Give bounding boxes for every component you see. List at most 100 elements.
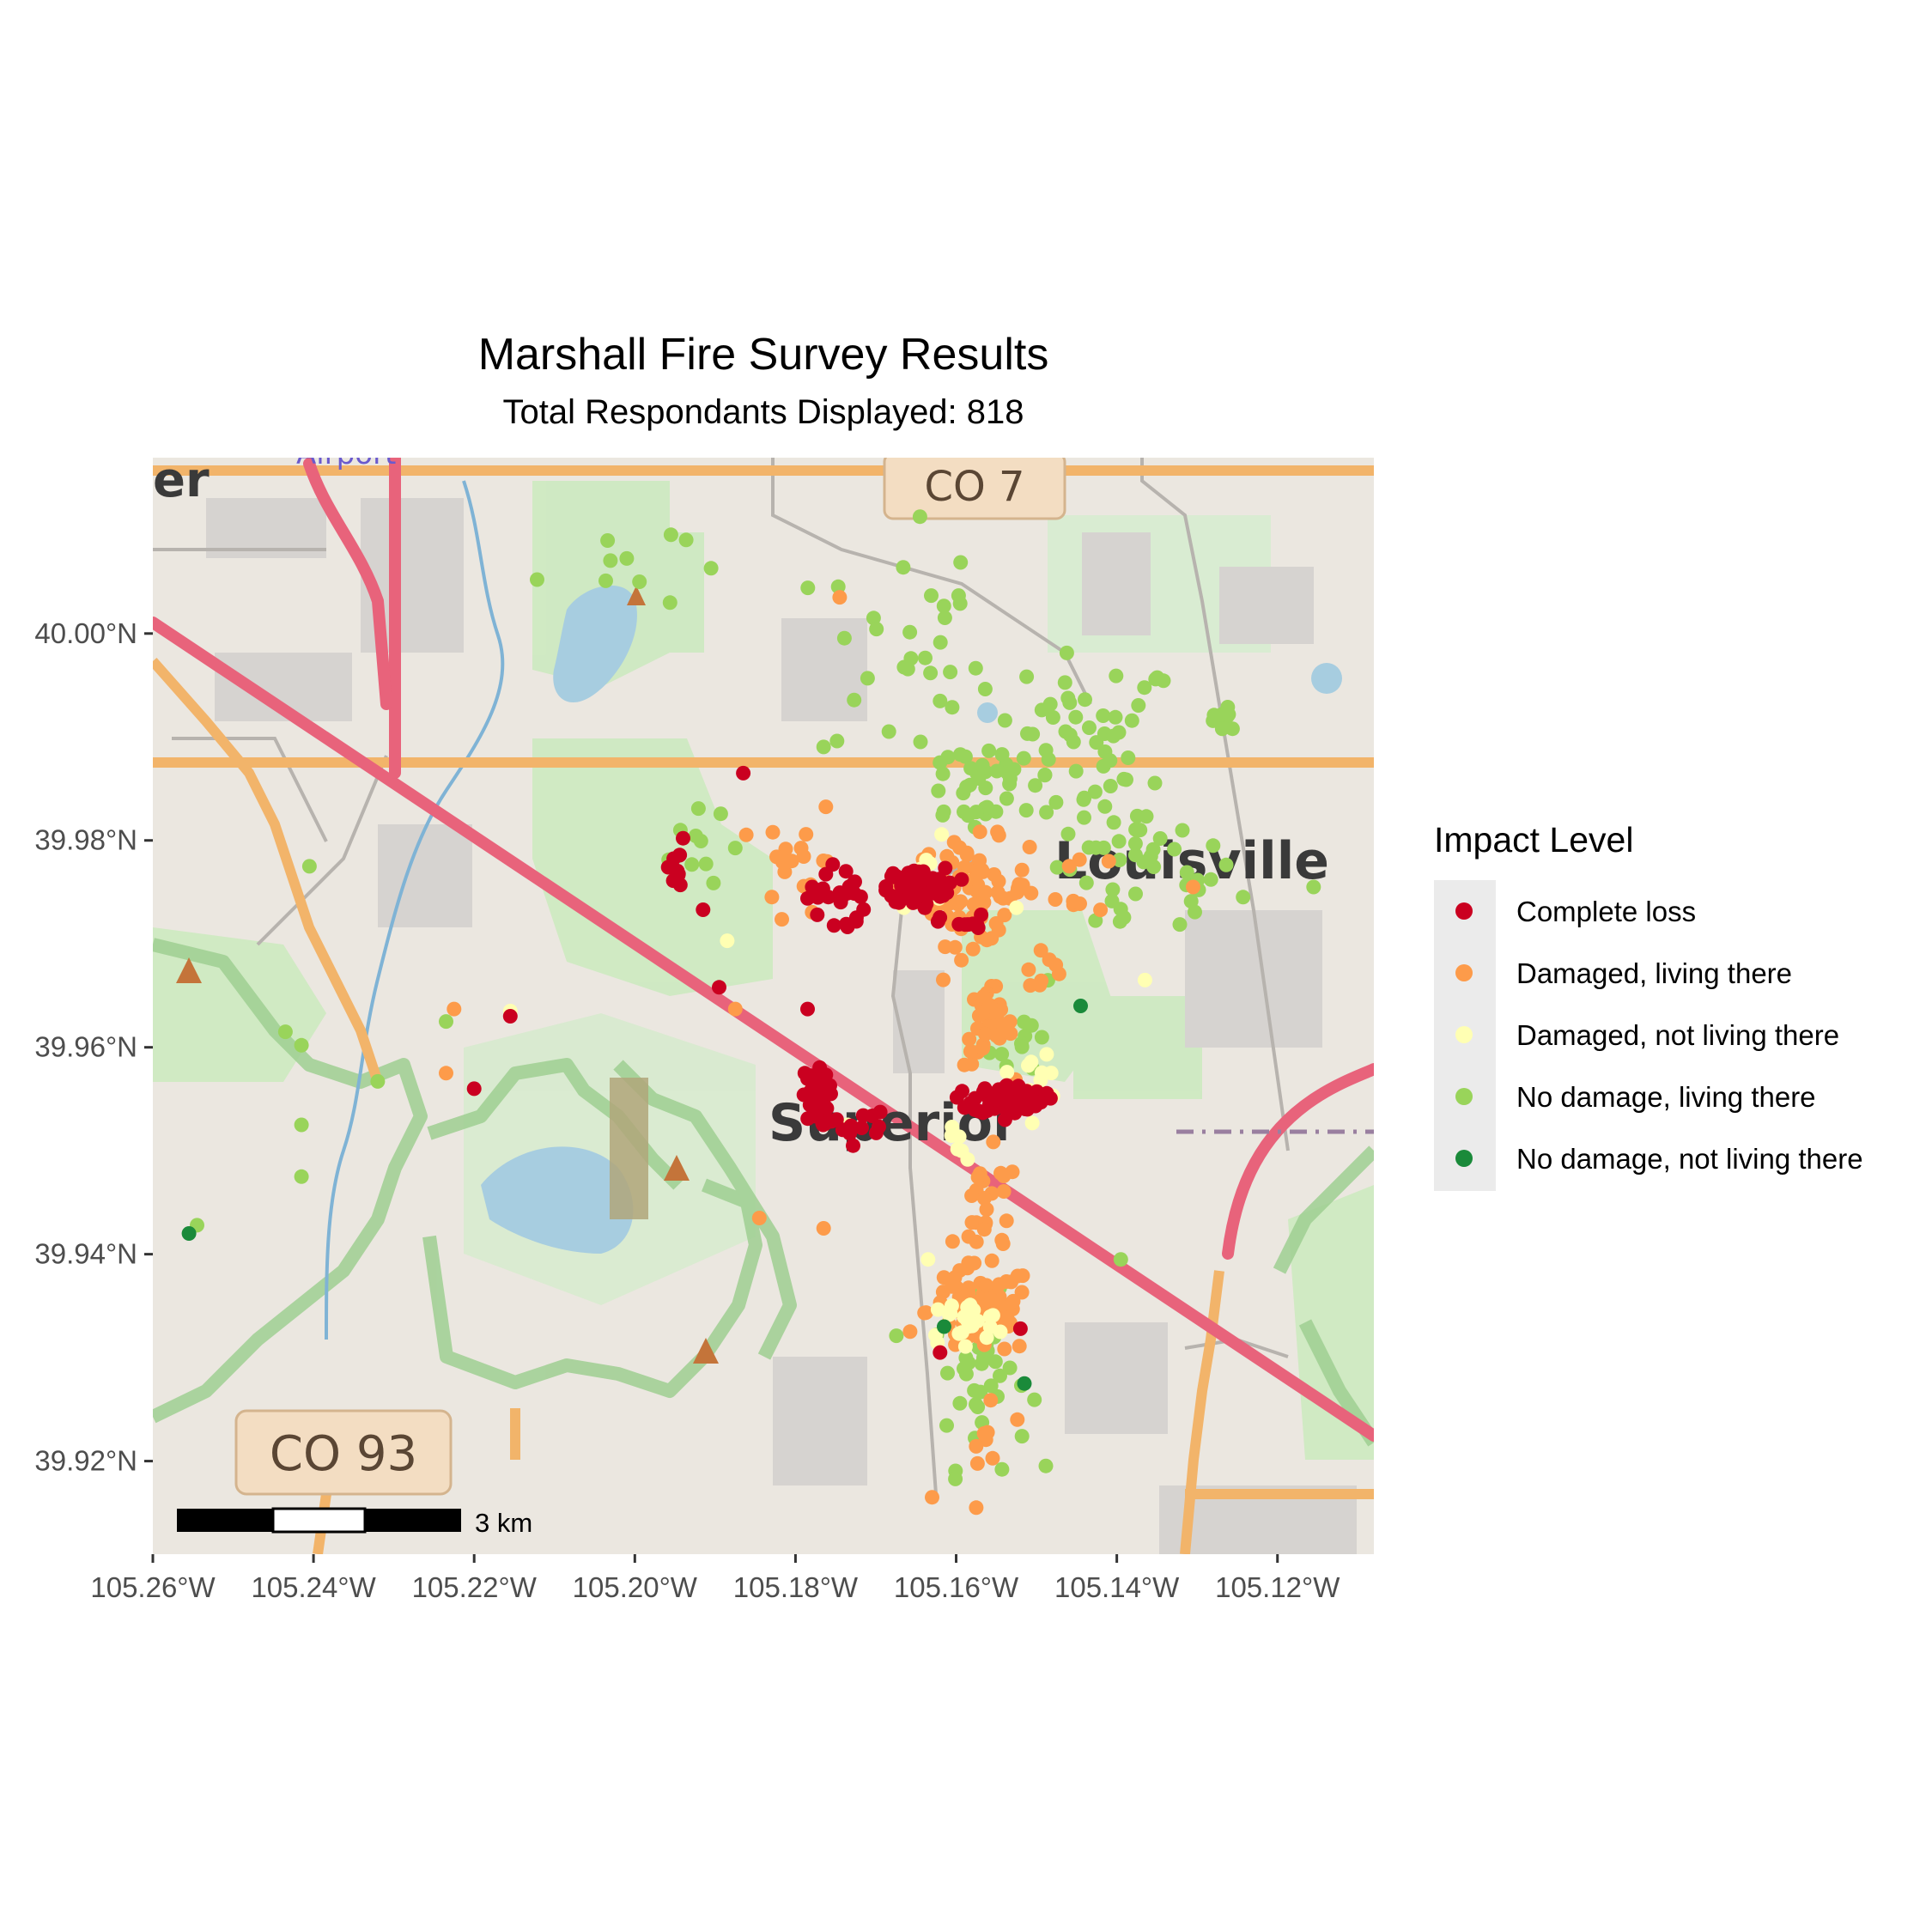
- survey-point-no-damage-not-living-there: [1017, 1376, 1032, 1391]
- peak-markers: [176, 586, 719, 1364]
- survey-point-damaged-living-there: [765, 824, 781, 840]
- legend-dot: [1455, 902, 1473, 920]
- survey-point-complete-loss: [671, 866, 686, 882]
- survey-point-no-damage-living-there: [1108, 709, 1123, 725]
- survey-point-complete-loss: [912, 887, 927, 902]
- survey-point-damaged-living-there: [983, 1393, 999, 1408]
- survey-point-damaged-living-there: [1186, 879, 1200, 895]
- survey-point-damaged-not-living-there: [985, 1308, 1000, 1323]
- survey-point-damaged-living-there: [976, 1191, 992, 1206]
- survey-point-no-damage-living-there: [896, 560, 911, 575]
- survey-point-no-damage-living-there: [1103, 779, 1118, 793]
- survey-point-damaged-living-there: [1033, 943, 1048, 958]
- survey-point-no-damage-living-there: [836, 630, 852, 646]
- survey-point-damaged-living-there: [986, 1134, 1001, 1150]
- survey-point-no-damage-living-there: [1306, 879, 1321, 895]
- survey-point-damaged-living-there: [966, 896, 981, 912]
- survey-point-damaged-living-there: [969, 1455, 985, 1471]
- survey-point-no-damage-living-there: [1087, 784, 1103, 799]
- survey-point-no-damage-living-there: [918, 650, 933, 665]
- legend-label: Complete loss: [1516, 896, 1697, 927]
- co7-label: CO 7: [924, 463, 1024, 511]
- survey-point-damaged-living-there: [969, 1234, 984, 1249]
- chart-subtitle: Total Respondants Displayed: 818: [502, 393, 1024, 431]
- open-space-outlines: [153, 938, 1374, 1447]
- survey-point-no-damage-living-there: [706, 875, 721, 890]
- survey-point-no-damage-living-there: [1045, 710, 1060, 725]
- survey-point-no-damage-living-there: [1082, 720, 1097, 735]
- survey-point-complete-loss: [840, 885, 855, 901]
- co93-label: CO 93: [270, 1426, 417, 1482]
- survey-point-no-damage-living-there: [1116, 910, 1132, 925]
- survey-point-no-damage-living-there: [963, 761, 979, 776]
- survey-point-no-damage-living-there: [943, 665, 958, 680]
- survey-point-damaged-living-there: [963, 1043, 978, 1059]
- survey-point-damaged-living-there: [969, 1438, 984, 1454]
- survey-point-damaged-living-there: [991, 922, 1006, 938]
- legend-label: Damaged, not living there: [1516, 1019, 1840, 1051]
- survey-point-damaged-living-there: [832, 590, 848, 605]
- survey-point-no-damage-living-there: [860, 671, 875, 686]
- survey-point-complete-loss: [989, 1092, 1005, 1108]
- survey-point-no-damage-living-there: [713, 806, 728, 822]
- survey-point-no-damage-living-there: [1167, 841, 1182, 857]
- legend-keys: Complete loss Damaged, living there Dama…: [1434, 880, 1863, 1191]
- survey-point-no-damage-living-there: [953, 555, 969, 570]
- survey-point-no-damage-living-there: [294, 1169, 309, 1184]
- survey-point-damaged-living-there: [1021, 962, 1036, 977]
- survey-point-no-damage-living-there: [1042, 696, 1058, 712]
- survey-point-damaged-living-there: [1034, 973, 1049, 988]
- survey-point-damaged-living-there: [984, 1253, 999, 1268]
- survey-point-no-damage-living-there: [816, 739, 831, 755]
- highway-shield-co7: CO 7: [883, 458, 1066, 520]
- survey-point-damaged-living-there: [925, 1490, 939, 1505]
- survey-point-no-damage-living-there: [1077, 790, 1092, 805]
- survey-point-no-damage-living-there: [1111, 725, 1127, 740]
- legend-label: No damage, not living there: [1516, 1143, 1863, 1175]
- survey-point-damaged-not-living-there: [1137, 972, 1152, 987]
- survey-point-damaged-not-living-there: [979, 1330, 994, 1346]
- survey-point-damaged-living-there: [1010, 1412, 1025, 1427]
- survey-point-complete-loss: [838, 864, 854, 879]
- x-tick-label: 105.20°W: [573, 1571, 698, 1603]
- basemap: CO 7 CO 93 er Airport Louisville Superio…: [153, 458, 1374, 1554]
- survey-point-damaged-living-there: [985, 1292, 1000, 1308]
- y-tick-label: 39.96°N: [34, 1031, 137, 1063]
- survey-point-no-damage-living-there: [277, 1024, 293, 1040]
- survey-point-damaged-living-there: [964, 1215, 980, 1230]
- survey-point-no-damage-living-there: [935, 807, 951, 823]
- chart-title: Marshall Fire Survey Results: [477, 330, 1049, 380]
- survey-point-damaged-not-living-there: [942, 1307, 957, 1322]
- survey-point-damaged-living-there: [970, 1170, 986, 1185]
- survey-point-no-damage-living-there: [968, 660, 983, 676]
- urban-areas: [206, 498, 1357, 1554]
- survey-point-no-damage-not-living-there: [937, 1319, 951, 1334]
- survey-point-no-damage-living-there: [1028, 778, 1043, 793]
- survey-point-damaged-living-there: [1093, 902, 1109, 918]
- survey-point-no-damage-living-there: [439, 1014, 453, 1030]
- survey-point-damaged-living-there: [439, 1066, 453, 1081]
- survey-point-no-damage-living-there: [933, 635, 948, 650]
- y-tick-label: 40.00°N: [34, 617, 137, 649]
- survey-point-no-damage-living-there: [981, 743, 997, 758]
- survey-point-no-damage-living-there: [869, 622, 884, 637]
- survey-point-no-damage-living-there: [881, 724, 896, 739]
- survey-point-no-damage-living-there: [1038, 1458, 1054, 1473]
- survey-point-no-damage-living-there: [940, 1365, 955, 1381]
- survey-point-damaged-living-there: [799, 827, 814, 842]
- survey-point-no-damage-living-there: [937, 611, 952, 625]
- survey-point-complete-loss: [1019, 1084, 1034, 1099]
- scale-bar: 3 km: [177, 1507, 532, 1538]
- highways: [153, 458, 1374, 1442]
- survey-point-damaged-living-there: [796, 849, 811, 864]
- legend: Impact Level Complete loss Damaged, livi…: [1434, 820, 1863, 1191]
- survey-point-no-damage-living-there: [684, 857, 700, 872]
- survey-point-damaged-not-living-there: [720, 933, 735, 949]
- survey-point-damaged-living-there: [952, 1263, 968, 1279]
- survey-point-damaged-not-living-there: [934, 827, 950, 842]
- survey-point-no-damage-living-there: [1020, 726, 1035, 741]
- survey-point-no-damage-living-there: [1019, 669, 1035, 684]
- survey-point-damaged-living-there: [972, 853, 987, 868]
- survey-point-complete-loss: [955, 1084, 969, 1099]
